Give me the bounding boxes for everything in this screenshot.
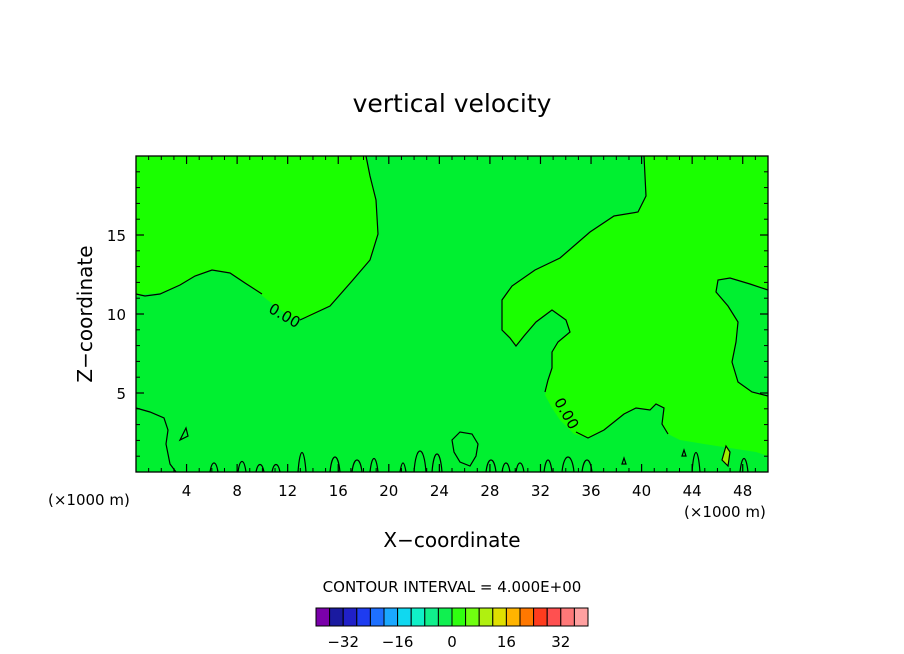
colorbar-swatch: [560, 607, 575, 627]
field-region-negative-corner: [136, 408, 168, 444]
zero-contours: [135, 155, 769, 473]
y-tick-label: 15: [107, 227, 126, 245]
x-axis-label: X−coordinate: [383, 528, 520, 552]
colorbar-swatch: [519, 607, 535, 627]
colorbar-swatch: [465, 607, 480, 627]
y-axis-ticks: 5 10 15: [107, 171, 768, 457]
colorbar-swatch: [315, 607, 331, 627]
x-tick-label: 28: [480, 482, 499, 500]
colorbar-swatch: [533, 607, 548, 627]
colorbar-swatch: [437, 607, 453, 627]
x-tick-label: 12: [278, 482, 297, 500]
colorbar-swatch: [369, 607, 385, 627]
x-tick-label: 48: [733, 482, 752, 500]
y-tick-label: 5: [116, 385, 126, 403]
y-tick-label: 10: [107, 306, 126, 324]
colorbar-labels: −32 −16 0 16 32: [327, 633, 570, 651]
colorbar-tick-label: 32: [551, 633, 570, 651]
colorbar-swatch: [397, 607, 412, 627]
colorbar-tick-label: −16: [382, 633, 414, 651]
x-tick-label: 36: [581, 482, 600, 500]
x-tick-label: 44: [683, 482, 702, 500]
colorbar-swatch: [505, 607, 521, 627]
x-tick-label: 24: [430, 482, 449, 500]
contour-interval-text: CONTOUR INTERVAL = 4.000E+00: [323, 578, 582, 596]
colorbar-swatch: [478, 607, 494, 627]
colorbar-swatch: [329, 607, 344, 627]
x-tick-label: 4: [182, 482, 192, 500]
x-unit-right: (×1000 m): [684, 503, 766, 521]
x-tick-label: 16: [329, 482, 348, 500]
colorbar-swatch: [451, 607, 467, 627]
colorbar-tick-label: 16: [497, 633, 516, 651]
colorbar-tick-label: 0: [447, 633, 457, 651]
chart-title: vertical velocity: [353, 89, 552, 118]
colorbar-swatch: [492, 607, 507, 627]
field-region-negative: [136, 156, 768, 474]
x-axis-ticks: 4 8 12 16 20 24 28 32 36 40 44 48: [148, 156, 756, 500]
x-tick-label: 32: [531, 482, 550, 500]
colorbar: [315, 607, 589, 627]
colorbar-swatch: [356, 607, 371, 627]
colorbar-swatch: [383, 607, 399, 627]
colorbar-tick-label: −32: [327, 633, 359, 651]
colorbar-swatch: [424, 607, 439, 627]
x-tick-label: 20: [379, 482, 398, 500]
colorbar-swatch: [342, 607, 358, 627]
colorbar-swatch: [573, 607, 589, 627]
colorbar-swatch: [410, 607, 426, 627]
y-axis-label: Z−coordinate: [73, 245, 97, 382]
x-tick-label: 40: [632, 482, 651, 500]
x-tick-label: 8: [232, 482, 242, 500]
x-unit-left: (×1000 m): [48, 491, 130, 509]
colorbar-swatch: [546, 607, 562, 627]
